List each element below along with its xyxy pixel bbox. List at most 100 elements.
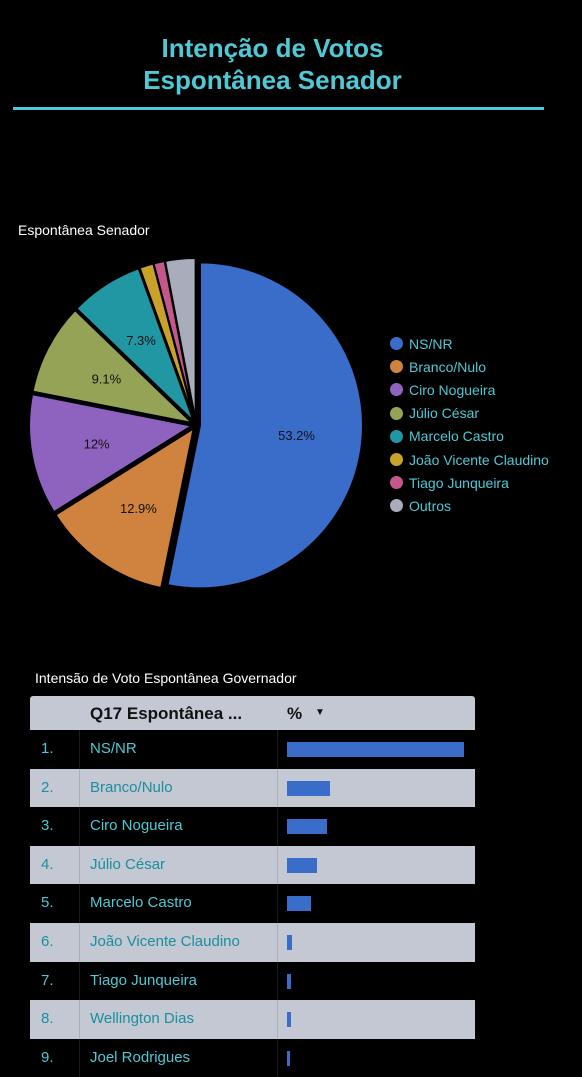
column-divider — [277, 1000, 278, 1039]
table-row[interactable]: 4. Júlio César — [30, 845, 475, 885]
title-divider — [13, 107, 544, 110]
row-name: João Vicente Claudino — [90, 932, 240, 950]
page-title-line-1: Intenção de Votos — [161, 33, 384, 63]
pie-data-label: 7.3% — [126, 333, 156, 348]
legend-swatch — [390, 337, 403, 351]
pie-chart: 53.2% 12.9% 12% 9.1% 7.3% — [28, 257, 364, 590]
legend-item[interactable]: Tiago Junqueira — [390, 471, 549, 494]
pie-slice-j-lio-c-sar[interactable] — [31, 308, 196, 425]
table-row[interactable]: 7. Tiago Junqueira — [30, 961, 475, 1001]
legend-item[interactable]: NS/NR — [390, 332, 549, 355]
row-name: Joel Rodrigues — [90, 1048, 191, 1066]
row-rank: 3. — [41, 817, 54, 835]
row-rank: 5. — [41, 894, 54, 912]
legend-label: Tiago Junqueira — [409, 474, 509, 491]
pie-slice-ciro-nogueira[interactable] — [28, 393, 195, 514]
pie-data-label: 12% — [84, 436, 110, 451]
legend-item[interactable]: Branco/Nulo — [390, 355, 549, 378]
column-divider — [277, 884, 278, 923]
row-bar — [287, 819, 327, 835]
row-name: Marcelo Castro — [90, 894, 192, 912]
page-title: Intenção de Votos Espontânea Senador — [0, 32, 545, 96]
pie-slice-marcelo-castro[interactable] — [75, 266, 195, 423]
column-divider — [79, 807, 80, 846]
row-name: Branco/Nulo — [90, 778, 173, 796]
column-divider — [277, 961, 278, 1001]
legend-label: Júlio César — [409, 405, 480, 422]
pie-data-label: 12.9% — [120, 501, 157, 516]
pie-data-label: 9.1% — [92, 371, 122, 386]
column-divider — [277, 922, 278, 962]
row-bar — [287, 742, 464, 757]
row-rank: 8. — [41, 1010, 54, 1028]
table-row[interactable]: 3. Ciro Nogueira — [30, 807, 475, 846]
row-bar — [287, 934, 292, 950]
row-rank: 1. — [41, 740, 54, 757]
row-bar — [287, 857, 318, 873]
legend-swatch — [390, 406, 403, 420]
ranking-table: Q17 Espontânea ... % ▼ 1. NS/NR 2. Branco/N… — [30, 696, 475, 1077]
row-name: Wellington Dias — [90, 1010, 194, 1028]
legend-swatch — [390, 383, 403, 397]
pie-slice-ns-nr[interactable] — [166, 261, 364, 590]
pie-chart-title: Espontânea Senador — [18, 222, 150, 238]
table-row[interactable]: 6. João Vicente Claudino — [30, 922, 475, 962]
column-divider — [79, 845, 80, 885]
table-row[interactable]: 1. NS/NR — [30, 730, 475, 769]
page-title-line-2: Espontânea Senador — [143, 65, 402, 95]
table-row[interactable]: 5. Marcelo Castro — [30, 884, 475, 923]
column-divider — [277, 768, 278, 808]
row-bar — [287, 1012, 291, 1028]
row-rank: 4. — [41, 855, 54, 873]
pie-slice-branco-nulo[interactable] — [54, 426, 196, 590]
row-name: Ciro Nogueira — [90, 817, 183, 835]
row-rank: 6. — [41, 932, 54, 950]
row-bar — [287, 780, 330, 796]
row-rank: 7. — [41, 971, 54, 989]
column-divider — [79, 1038, 80, 1077]
legend-label: João Vicente Claudino — [409, 451, 549, 468]
table-row[interactable]: 8. Wellington Dias — [30, 1000, 475, 1039]
row-bar — [287, 1050, 290, 1066]
column-divider — [277, 730, 278, 769]
legend-item[interactable]: João Vicente Claudino — [390, 448, 549, 471]
legend-swatch — [390, 429, 403, 443]
pie-slice-outros[interactable] — [163, 257, 197, 422]
column-divider — [79, 884, 80, 923]
legend-swatch — [390, 360, 403, 374]
table-title: Intensão de Voto Espontânea Governador — [35, 670, 297, 686]
row-rank: 9. — [41, 1048, 54, 1066]
legend-label: Outros — [409, 497, 452, 514]
legend-label: Marcelo Castro — [409, 428, 504, 445]
legend-swatch — [390, 499, 403, 513]
legend-label: NS/NR — [409, 335, 453, 352]
table-row[interactable]: 9. Joel Rodrigues — [30, 1038, 475, 1077]
legend-item[interactable]: Marcelo Castro — [390, 425, 549, 448]
table-header: Q17 Espontânea ... % ▼ — [30, 696, 475, 730]
sort-down-icon[interactable]: ▼ — [315, 707, 325, 718]
pie-legend: NS/NR Branco/Nulo Ciro Nogueira Júlio César… — [390, 332, 549, 518]
row-name: Tiago Junqueira — [90, 971, 198, 989]
column-divider — [79, 768, 80, 808]
column-divider — [277, 807, 278, 846]
row-bar — [287, 973, 291, 989]
table-row[interactable]: 2. Branco/Nulo — [30, 768, 475, 808]
legend-item[interactable]: Outros — [390, 494, 549, 517]
column-divider — [79, 922, 80, 962]
pie-data-label: 53.2% — [278, 428, 315, 443]
legend-item[interactable]: Júlio César — [390, 402, 549, 425]
legend-swatch — [390, 453, 403, 467]
column-header-name[interactable]: Q17 Espontânea ... — [90, 704, 243, 723]
row-name: NS/NR — [90, 740, 137, 757]
row-name: Júlio César — [90, 855, 166, 873]
column-divider — [277, 1038, 278, 1077]
row-bar — [287, 896, 312, 912]
column-divider — [79, 1000, 80, 1039]
table-body: 1. NS/NR 2. Branco/Nulo 3. Ciro Nogueira 4. Júl… — [30, 730, 475, 1077]
column-divider — [79, 961, 80, 1001]
column-header-percent[interactable]: % — [287, 704, 303, 723]
column-divider — [79, 730, 80, 769]
row-rank: 2. — [41, 778, 54, 796]
column-divider — [277, 845, 278, 885]
legend-item[interactable]: Ciro Nogueira — [390, 378, 549, 401]
